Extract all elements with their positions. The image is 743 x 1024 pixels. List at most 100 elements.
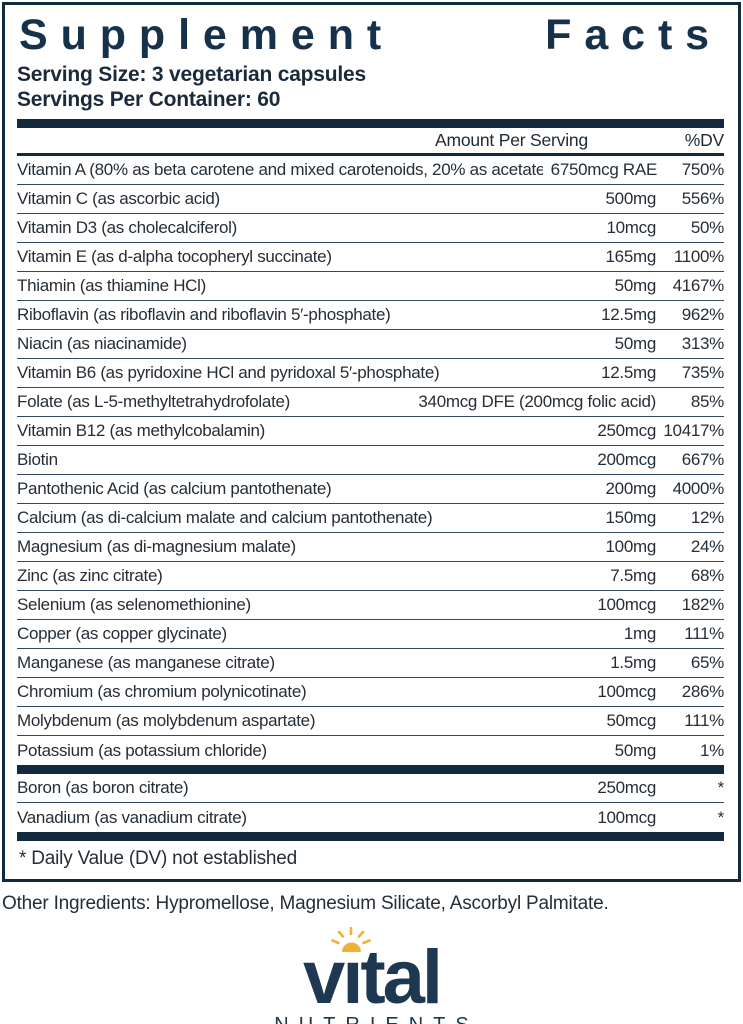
header-percent-dv: %DV (684, 130, 724, 150)
nutrient-row: Vitamin D3 (as cholecalciferol) 10mcg 50… (17, 214, 724, 243)
nutrient-amount: 10mcg (606, 218, 656, 237)
nutrient-dv: 1% (700, 740, 724, 760)
divider-thick-middle (17, 765, 724, 774)
nutrient-amount: 165mg (605, 247, 657, 266)
nutrient-row: Riboflavin (as riboflavin and riboflavin… (17, 301, 724, 330)
nutrient-name: Manganese (as manganese citrate) (17, 653, 275, 672)
nutrient-dv: 50% (690, 218, 724, 237)
brand-logo: v ıtal NUTRIENTS (0, 927, 743, 1024)
nutrient-name: Vitamin B12 (as methylcobalamin) (17, 421, 266, 440)
brand-word-post: tal (360, 935, 443, 1020)
nutrient-amount: 1.5mg (610, 653, 656, 672)
divider-thick-top (17, 119, 724, 128)
nutrient-amount: 50mg (614, 334, 657, 353)
nutrient-amount: 50mcg (606, 711, 656, 730)
nutrient-amount: 100mcg (597, 682, 656, 701)
nutrient-amount: 50mg (614, 276, 657, 295)
brand-wordmark: v ıtal (303, 927, 443, 1016)
nutrient-amount: 100mg (605, 537, 657, 556)
nutrient-rows: Vitamin A (80% as beta carotene and mixe… (17, 156, 724, 765)
nutrient-name: Folate (as L-5-methyltetrahydrofolate) (17, 392, 291, 411)
nutrient-row: Copper (as copper glycinate) 1mg 111% (17, 620, 724, 649)
title-word-facts: Facts (545, 11, 722, 59)
nutrient-row: Vanadium (as vanadium citrate) 100mcg * (17, 803, 724, 832)
nutrient-dv: * (717, 778, 725, 797)
nutrient-row: Vitamin E (as d-alpha tocopheryl succina… (17, 243, 724, 272)
nutrient-row: Biotin 200mcg 667% (17, 446, 724, 475)
nutrient-name: Vitamin D3 (as cholecalciferol) (17, 218, 237, 237)
servings-per-container: Servings Per Container: 60 (17, 88, 281, 111)
supplement-facts-panel: Supplement Facts Serving Size: 3 vegetar… (2, 2, 741, 882)
nutrient-row: Manganese (as manganese citrate) 1.5mg 6… (17, 649, 724, 678)
header-amount-per-serving: Amount Per Serving (434, 130, 588, 150)
nutrient-name: Pantothenic Acid (as calcium pantothenat… (17, 479, 332, 498)
nutrient-name: Molybdenum (as molybdenum aspartate) (17, 711, 316, 730)
nutrient-name: Selenium (as selenomethionine) (17, 595, 251, 614)
nutrient-amount: 7.5mg (610, 566, 656, 585)
nutrient-row: Potassium (as potassium chloride) 50mg 1… (17, 736, 724, 765)
nutrient-amount: 1mg (623, 624, 656, 643)
nutrient-dv: 111% (684, 711, 724, 730)
nutrient-dv: 85% (690, 392, 724, 411)
nutrient-dv: 667% (681, 450, 725, 469)
title-word-supplement: Supplement (19, 11, 395, 59)
nutrient-amount: 500mg (605, 189, 657, 208)
nutrient-amount: 12.5mg (601, 363, 656, 382)
nutrient-name: Riboflavin (as riboflavin and riboflavin… (17, 305, 391, 324)
nutrient-row: Chromium (as chromium polynicotinate) 10… (17, 678, 724, 707)
no-dv-rows: Boron (as boron citrate) 250mcg * Vanadi… (17, 774, 724, 832)
brand-subtext: NUTRIENTS (0, 1014, 743, 1024)
nutrient-dv: 68% (690, 566, 724, 585)
nutrient-row: Boron (as boron citrate) 250mcg * (17, 774, 724, 803)
nutrient-dv: 4167% (672, 276, 725, 295)
nutrient-name: Magnesium (as di-magnesium malate) (17, 537, 296, 556)
nutrient-name: Zinc (as zinc citrate) (17, 566, 163, 585)
nutrient-name: Niacin (as niacinamide) (17, 334, 187, 353)
nutrient-name: Potassium (as potassium chloride) (17, 740, 267, 760)
nutrient-dv: * (717, 807, 725, 827)
other-ingredients: Other Ingredients: Hypromellose, Magnesi… (2, 893, 609, 914)
nutrient-amount: 200mg (605, 479, 657, 498)
nutrient-name: Calcium (as di-calcium malate and calciu… (17, 508, 433, 527)
nutrient-name: Vitamin A (80% as beta carotene and mixe… (17, 160, 543, 179)
nutrient-amount: 6750mcg RAE (550, 160, 658, 179)
nutrient-amount: 200mcg (597, 450, 656, 469)
table-header-row: Amount Per Serving %DV (17, 128, 724, 156)
nutrient-row: Selenium (as selenomethionine) 100mcg 18… (17, 591, 724, 620)
nutrient-amount: 50mg (614, 740, 657, 760)
nutrient-amount: 150mg (605, 508, 657, 527)
nutrient-dv: 111% (684, 624, 724, 643)
nutrient-row: Zinc (as zinc citrate) 7.5mg 68% (17, 562, 724, 591)
nutrient-row: Vitamin B12 (as methylcobalamin) 250mcg … (17, 417, 724, 446)
nutrient-amount: 250mcg (597, 778, 656, 797)
nutrient-amount: 340mcg DFE (200mcg folic acid) (418, 392, 656, 411)
nutrient-name: Vanadium (as vanadium citrate) (17, 807, 247, 827)
nutrient-dv: 313% (681, 334, 725, 353)
nutrient-row: Vitamin B6 (as pyridoxine HCl and pyrido… (17, 359, 724, 388)
nutrient-name: Vitamin C (as ascorbic acid) (17, 189, 220, 208)
nutrient-dv: 750% (681, 160, 725, 179)
nutrient-row: Magnesium (as di-magnesium malate) 100mg… (17, 533, 724, 562)
nutrient-amount: 100mcg (597, 595, 656, 614)
nutrient-row: Molybdenum (as molybdenum aspartate) 50m… (17, 707, 724, 736)
brand-word-pre: v (302, 935, 345, 1020)
nutrient-name: Thiamin (as thiamine HCl) (17, 276, 206, 295)
nutrient-dv: 962% (681, 305, 725, 324)
nutrient-dv: 1100% (673, 247, 724, 266)
nutrient-dv: 556% (681, 189, 725, 208)
nutrient-name: Biotin (17, 450, 58, 469)
nutrient-row: Thiamin (as thiamine HCl) 50mg 4167% (17, 272, 724, 301)
serving-size: Serving Size: 3 vegetarian capsules (17, 63, 366, 86)
nutrient-row: Folate (as L-5-methyltetrahydrofolate) 3… (17, 388, 724, 417)
dv-footnote: * Daily Value (DV) not established (19, 848, 297, 869)
nutrient-row: Pantothenic Acid (as calcium pantothenat… (17, 475, 724, 504)
nutrient-dv: 286% (681, 682, 725, 701)
nutrient-amount: 100mcg (597, 807, 656, 827)
nutrient-name: Chromium (as chromium polynicotinate) (17, 682, 307, 701)
nutrient-amount: 12.5mg (601, 305, 656, 324)
nutrient-row: Vitamin A (80% as beta carotene and mixe… (17, 156, 724, 185)
nutrient-row: Niacin (as niacinamide) 50mg 313% (17, 330, 724, 359)
brand-word-i: ı (331, 927, 372, 1016)
nutrient-name: Copper (as copper glycinate) (17, 624, 227, 643)
divider-thick-bottom (17, 832, 724, 841)
